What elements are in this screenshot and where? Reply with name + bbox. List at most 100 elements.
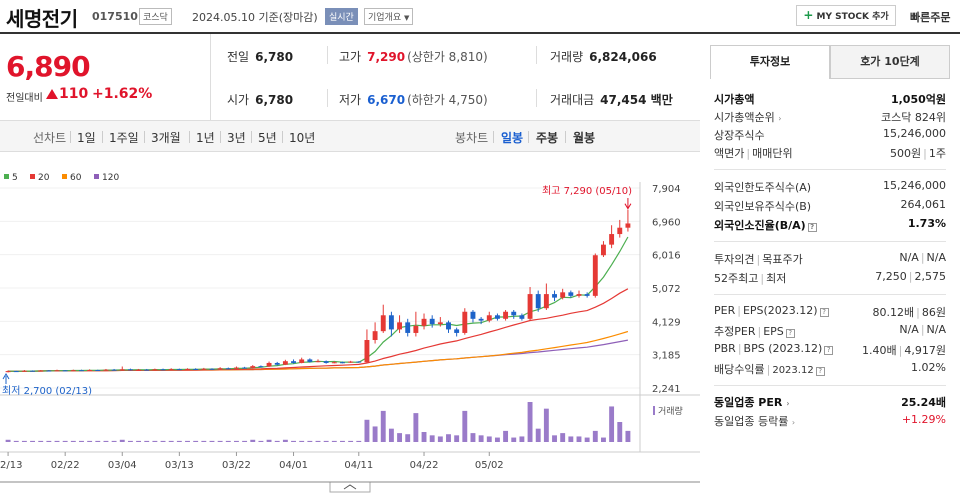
volume-bar	[233, 440, 239, 442]
x-tick-label: 05/02	[475, 460, 504, 471]
tab-period-10y[interactable]: 10년	[289, 131, 316, 145]
shares-label: 상장주식수	[714, 129, 765, 142]
volume-bar	[552, 435, 557, 442]
candle-body	[429, 318, 435, 325]
stat-low-value: 6,670	[367, 93, 406, 107]
tab-daily-candle[interactable]: 일봉	[501, 131, 524, 145]
label-divider: |	[757, 325, 762, 338]
chart-canvas[interactable]: 5 20 60 120 7,904 6,960 6,016 5,072 4,129 3,185 2…	[0, 152, 700, 500]
invest-info-panel: 투자정보 호가 10단계 시가총액 1,050억원 시가총액순위 › 코스닥 824…	[710, 45, 950, 490]
volume-bar	[609, 406, 615, 442]
help-icon[interactable]: ?	[819, 308, 829, 317]
opinion-row: 투자의견 | 목표주가 N/A | N/A	[714, 251, 946, 269]
per-eps-row: PER | EPS(2023.12)? 80.12배 | 86원	[714, 304, 946, 322]
legend-label: 120	[102, 173, 119, 183]
candle-body	[576, 294, 582, 296]
candle-body	[70, 370, 76, 372]
tab-monthly-candle[interactable]: 월봉	[573, 131, 596, 145]
tab-weekly-candle[interactable]: 주봉	[536, 131, 559, 145]
tab-period-3m[interactable]: 3개월	[151, 131, 181, 145]
help-icon[interactable]: ?	[815, 367, 825, 376]
stat-amount-label: 거래대금	[550, 93, 595, 107]
candle-body	[291, 361, 296, 363]
week52-row: 52주최고 | 최저 7,250 | 2,575	[714, 270, 946, 288]
value-divider: |	[920, 251, 925, 264]
candle-body	[242, 367, 248, 369]
base-date: 2024.05.10 기준(장마감)	[192, 11, 318, 24]
stock-header: 세명전기 017510 코스닥 2024.05.10 기준(장마감) 실시간 기…	[0, 0, 960, 34]
volume-bar	[46, 440, 52, 442]
realtime-button[interactable]: 실시간	[325, 8, 358, 25]
candle-body	[511, 311, 517, 316]
tab-period-3y[interactable]: 3년	[227, 131, 246, 145]
stat-amount-value: 47,454 백만	[600, 93, 673, 107]
candle-body	[462, 311, 468, 333]
tab-period-5y[interactable]: 5년	[258, 131, 277, 145]
candle-body	[348, 361, 354, 363]
volume-label: 거래량	[658, 405, 683, 417]
volume-bar	[38, 440, 44, 442]
volume-bar	[380, 410, 386, 442]
help-icon[interactable]: ?	[824, 346, 834, 355]
volume-bar	[103, 440, 109, 442]
volume-bar	[95, 440, 101, 442]
volume-bar	[543, 408, 549, 442]
market-cap-label: 시가총액	[714, 93, 755, 106]
compare-label: 전일대비	[6, 93, 43, 104]
y-tick-label: 6,016	[652, 251, 681, 262]
market-cap-rank-value: 코스닥 824위	[881, 111, 946, 124]
my-stock-add-button[interactable]: + MY STOCK 추가	[796, 5, 896, 26]
up-triangle-icon	[46, 89, 58, 99]
pbr-bps-value: 1.40배 | 4,917원	[862, 342, 946, 358]
help-icon[interactable]: ?	[807, 223, 817, 232]
face-value-value-b: 1주	[928, 147, 946, 160]
volume-bar	[592, 430, 598, 442]
candle-body	[568, 292, 574, 296]
volume-bar	[152, 440, 158, 442]
stock-chart[interactable]: 5 20 60 120 7,904 6,960 6,016 5,072 4,129 3,185 2…	[0, 152, 700, 500]
tab-order-book[interactable]: 호가 10단계	[830, 45, 950, 79]
volume-bar	[348, 440, 354, 442]
y-axis: 7,904 6,960 6,016 5,072 4,129 3,185 2,241	[652, 184, 681, 395]
tab-line-chart[interactable]: 선차트	[33, 131, 67, 145]
price-stats: 전일 6,780 고가 7,290 (상한가 8,810) 거래량 6,824,066 …	[210, 34, 700, 120]
chevron-right-icon[interactable]: ›	[778, 114, 782, 123]
opinion-value: N/A | N/A	[899, 251, 946, 264]
candle-body	[79, 370, 84, 372]
opinion-value-b: N/A	[926, 251, 946, 264]
chevron-right-icon[interactable]: ›	[786, 399, 790, 408]
chevron-right-icon[interactable]: ›	[791, 418, 796, 427]
market-cap-rank-label: 시가총액순위 ›	[714, 109, 781, 125]
bps-label: BPS (2023.12)	[743, 342, 823, 355]
volume-bar	[87, 440, 93, 442]
tab-divider	[528, 131, 529, 143]
candle-body	[5, 371, 11, 373]
face-value-value-a: 500원	[890, 147, 922, 160]
est-per-value: N/A | N/A	[899, 323, 946, 336]
candle-body	[136, 369, 142, 371]
tab-period-1y[interactable]: 1년	[196, 131, 215, 145]
help-icon[interactable]: ?	[785, 329, 795, 338]
y-tick-label: 3,185	[652, 351, 681, 362]
candle-body	[250, 366, 256, 368]
tab-invest-info[interactable]: 투자정보	[710, 45, 830, 79]
dividend-label-text: 배당수익률	[714, 363, 765, 376]
quick-order-button[interactable]: 빠른주문	[910, 11, 951, 24]
tab-candle-chart[interactable]: 봉차트	[455, 131, 489, 145]
company-info-dropdown[interactable]: 기업개요 ▼	[364, 8, 414, 25]
dividend-date: 2023.12	[772, 365, 814, 376]
volume-bar	[323, 440, 329, 442]
scroll-toggle	[329, 481, 371, 493]
x-tick-label: 02/13	[0, 460, 22, 471]
tab-period-1w[interactable]: 1주일	[109, 131, 139, 145]
ma-line-60	[8, 330, 629, 372]
stat-prev-value: 6,780	[255, 50, 294, 64]
volume-bar	[584, 437, 590, 442]
chart-grid	[0, 182, 700, 453]
industry-rate-row: 동일업종 등락률 › +1.29%	[714, 413, 946, 431]
tab-period-1d[interactable]: 1일	[77, 131, 96, 145]
volume-bar	[437, 436, 443, 442]
tab-divider	[251, 131, 252, 143]
candle-body	[584, 294, 590, 296]
x-tick-label: 04/22	[410, 460, 439, 471]
